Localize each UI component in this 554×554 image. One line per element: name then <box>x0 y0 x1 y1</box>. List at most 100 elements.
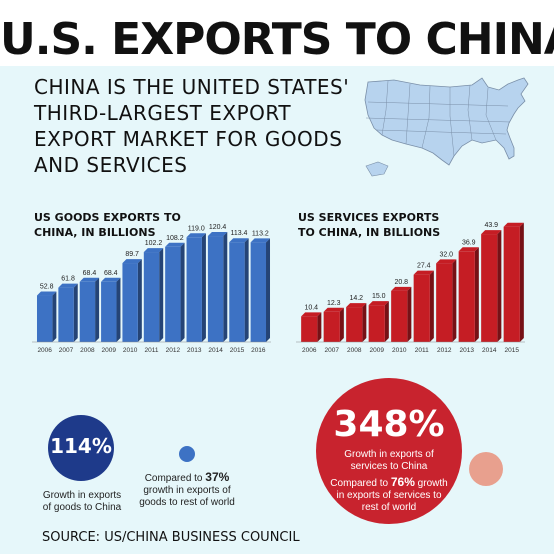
us-map-shape <box>364 77 529 166</box>
bar-top <box>436 259 457 264</box>
bar-side <box>201 233 206 342</box>
bar-top <box>207 232 228 237</box>
bar-top <box>368 301 389 306</box>
data-label: 113.4 <box>230 230 247 237</box>
goods-chart-title-line: CHINA, IN BILLIONS <box>34 226 156 239</box>
bar <box>122 263 138 342</box>
data-label: 61.8 <box>61 276 75 283</box>
caption-line: rest of world <box>361 502 417 513</box>
bar <box>481 234 498 342</box>
bar-side <box>266 238 271 342</box>
tick-label: 2015 <box>505 347 520 354</box>
goods-growth-value: 114% <box>50 434 112 458</box>
bar-side <box>73 283 78 342</box>
data-label: 43.9 <box>484 222 498 229</box>
compare-suffix: growth <box>414 478 448 489</box>
bar-side <box>95 277 100 342</box>
tick-label: 2006 <box>37 347 52 354</box>
bar-top <box>186 233 206 238</box>
data-label: 119.0 <box>188 225 205 232</box>
bar-side <box>159 248 164 342</box>
bar-top <box>413 270 434 275</box>
data-label: 108.2 <box>166 235 184 242</box>
bar <box>207 236 224 342</box>
tick-label: 2010 <box>123 347 138 354</box>
data-label: 12.3 <box>327 300 341 307</box>
bar <box>368 305 385 342</box>
tick-label: 2010 <box>392 347 407 354</box>
bar-top <box>143 248 164 253</box>
tick-label: 2016 <box>251 347 266 354</box>
goods-compare-dot <box>179 446 195 462</box>
bar-side <box>384 301 389 342</box>
bar-top <box>323 307 344 312</box>
bar-top <box>503 222 524 227</box>
state-borders <box>365 80 511 157</box>
caption-line: growth in exports of <box>143 485 231 496</box>
data-label: 68.4 <box>104 270 118 277</box>
bar-side <box>180 242 185 342</box>
bar-side <box>429 270 434 342</box>
caption-line: Growth in exports of <box>344 449 434 460</box>
bar-side <box>339 307 344 342</box>
tick-label: 2012 <box>437 347 452 354</box>
bar-side <box>474 247 479 342</box>
caption-line: Growth in exports <box>42 490 122 501</box>
caption-line: in exports of services to <box>336 490 442 501</box>
bar <box>143 252 160 342</box>
caption-line: services to China <box>350 461 428 472</box>
services-compare-dot <box>469 452 503 486</box>
data-label: 27.4 <box>417 263 431 270</box>
bar-top <box>346 303 367 308</box>
bar <box>250 242 267 342</box>
tick-label: 2012 <box>166 347 181 354</box>
bar <box>79 281 96 342</box>
services-chart-title-line: TO CHINA, IN BILLIONS <box>298 226 441 239</box>
bar-top <box>481 230 502 235</box>
data-label: 14.2 <box>349 295 363 302</box>
services-growth-circle <box>316 378 462 524</box>
goods-chart-title: US GOODS EXPORTS TO CHINA, IN BILLIONS <box>34 210 181 240</box>
bar <box>58 287 74 342</box>
bar-side <box>317 312 322 342</box>
tick-label: 2011 <box>415 347 429 354</box>
bar-side <box>519 222 524 342</box>
bar-side <box>407 286 412 342</box>
bar <box>346 307 363 342</box>
compare-prefix: Compared to <box>144 473 206 484</box>
bar <box>323 311 340 342</box>
data-label: 10.4 <box>304 304 318 311</box>
page-title: U.S. EXPORTS TO CHINA <box>0 14 554 65</box>
goods-chart-title-line: US GOODS EXPORTS TO <box>34 211 181 224</box>
bar <box>458 251 475 342</box>
data-label: 36.9 <box>462 239 476 246</box>
data-label: 89.7 <box>125 251 139 258</box>
compare-value: 76% <box>390 475 415 489</box>
bar-top <box>229 238 249 243</box>
tick-label: 2011 <box>145 347 159 354</box>
tick-label: 2013 <box>460 347 475 354</box>
compare-prefix: Compared to <box>330 478 391 489</box>
bar-top <box>58 283 78 288</box>
bar-side <box>223 232 228 342</box>
bar-side <box>116 277 121 342</box>
tick-label: 2008 <box>347 347 362 354</box>
alaska-shape <box>365 161 389 177</box>
bar <box>186 237 202 342</box>
data-label: 32.0 <box>439 251 453 258</box>
services-chart-title: US SERVICES EXPORTS TO CHINA, IN BILLION… <box>298 210 440 240</box>
goods-growth-caption: Growth in exports of goods to China <box>30 490 134 514</box>
caption-line: Compared to 76% growth <box>322 476 456 490</box>
tick-label: 2009 <box>370 347 385 354</box>
bar-side <box>452 259 457 342</box>
bar-top <box>391 286 412 291</box>
tick-label: 2007 <box>325 347 340 354</box>
services-chart-title-line: US SERVICES EXPORTS <box>298 211 440 224</box>
data-label: 52.8 <box>40 284 54 291</box>
tick-label: 2007 <box>59 347 74 354</box>
bar-side <box>137 259 142 342</box>
tick-label: 2006 <box>302 347 317 354</box>
bar-top <box>301 312 322 317</box>
services-growth-value: 348% <box>333 404 445 445</box>
services-growth-caption: Growth in exports of services to China <box>322 449 456 473</box>
